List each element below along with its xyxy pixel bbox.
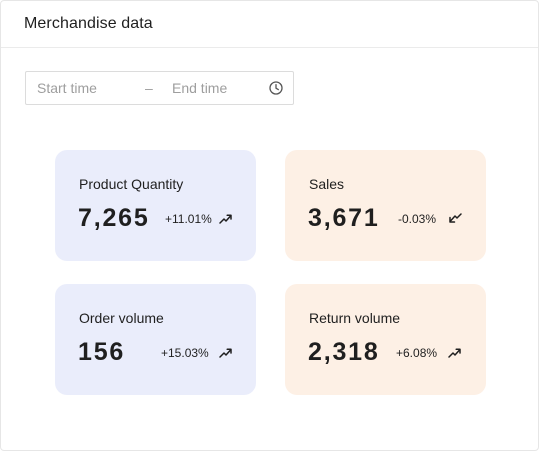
trend-down-icon bbox=[449, 213, 462, 223]
panel-title: Merchandise data bbox=[24, 15, 153, 32]
stat-card-return-volume: Return volume 2,318 +6.08% bbox=[285, 284, 486, 395]
range-separator: – bbox=[145, 80, 153, 96]
stat-card-value: 3,671 bbox=[308, 204, 380, 232]
trend-up-icon bbox=[219, 214, 232, 224]
stat-card-value: 7,265 bbox=[78, 204, 150, 232]
trend-up-icon bbox=[448, 348, 461, 358]
trend-up-icon bbox=[219, 348, 232, 358]
panel-header: Merchandise data bbox=[1, 1, 538, 48]
end-time-input[interactable] bbox=[172, 72, 262, 104]
stat-card-label: Product Quantity bbox=[79, 176, 184, 192]
stat-card-change: -0.03% bbox=[398, 212, 437, 226]
stat-card-order-volume: Order volume 156 +15.03% bbox=[55, 284, 256, 395]
stat-card-label: Order volume bbox=[79, 310, 164, 326]
stat-card-value: 156 bbox=[78, 338, 126, 366]
date-range-picker[interactable]: – bbox=[25, 71, 294, 105]
stat-card-change: +15.03% bbox=[161, 346, 209, 360]
stat-card-sales: Sales 3,671 -0.03% bbox=[285, 150, 486, 261]
stat-card-label: Sales bbox=[309, 176, 345, 192]
start-time-input[interactable] bbox=[37, 72, 137, 104]
stat-card-change: +11.01% bbox=[165, 212, 212, 226]
stat-card-change: +6.08% bbox=[396, 346, 438, 360]
stat-card-label: Return volume bbox=[309, 310, 401, 326]
stat-card-value: 2,318 bbox=[308, 338, 380, 366]
clock-icon[interactable] bbox=[269, 81, 283, 95]
stat-card-product-quantity: Product Quantity 7,265 +11.01% bbox=[55, 150, 256, 261]
